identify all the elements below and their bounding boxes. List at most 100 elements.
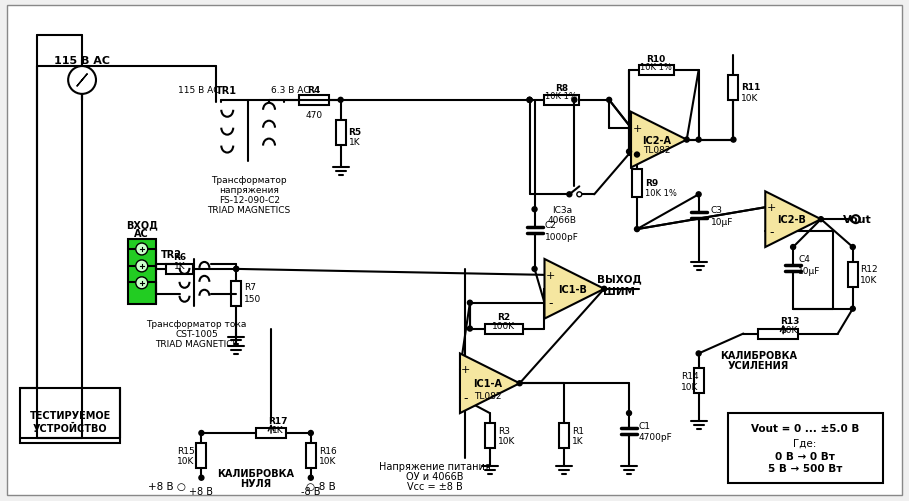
Text: C1: C1	[639, 421, 651, 430]
Text: -: -	[634, 146, 639, 159]
Circle shape	[567, 192, 572, 197]
Circle shape	[135, 261, 147, 273]
Circle shape	[527, 98, 532, 103]
Text: -: -	[464, 391, 468, 404]
Text: 10K 1%: 10K 1%	[645, 188, 677, 197]
Polygon shape	[460, 354, 520, 413]
Text: 100K: 100K	[492, 322, 515, 331]
Circle shape	[602, 287, 606, 292]
Text: C2: C2	[544, 220, 556, 229]
Text: +8 В ○: +8 В ○	[147, 481, 185, 490]
Bar	[299, 96, 329, 106]
Circle shape	[572, 98, 577, 103]
Text: +: +	[461, 365, 471, 375]
Circle shape	[696, 192, 701, 197]
Bar	[559, 423, 569, 448]
Bar	[20, 388, 120, 443]
Circle shape	[532, 267, 537, 272]
Text: CST-1005: CST-1005	[175, 329, 218, 338]
Text: ВЫХОД: ВЫХОД	[596, 274, 642, 284]
Text: +: +	[633, 123, 642, 133]
Text: ТЕСТИРУЕМОЕ: ТЕСТИРУЕМОЕ	[29, 410, 111, 420]
Bar	[128, 239, 155, 304]
Text: УСИЛЕНИЯ: УСИЛЕНИЯ	[728, 361, 789, 371]
Text: 10µF: 10µF	[798, 267, 821, 276]
Bar	[335, 120, 345, 145]
Circle shape	[696, 138, 701, 143]
Text: FS-12-090-C2: FS-12-090-C2	[219, 195, 280, 204]
Text: ○-8 В: ○-8 В	[305, 481, 335, 490]
Text: C3: C3	[711, 205, 723, 214]
Circle shape	[527, 98, 532, 103]
Text: IC2-A: IC2-A	[643, 135, 672, 145]
Circle shape	[850, 245, 855, 250]
Circle shape	[467, 301, 473, 306]
Text: УСТРОЙСТВО: УСТРОЙСТВО	[33, 423, 107, 433]
Text: 10K: 10K	[498, 436, 515, 445]
Text: КАЛИБРОВКА: КАЛИБРОВКА	[720, 351, 797, 361]
Circle shape	[850, 307, 855, 312]
Text: TR1: TR1	[215, 86, 236, 96]
Text: +8 В: +8 В	[189, 485, 214, 495]
Text: R12: R12	[860, 265, 877, 274]
Text: TL082: TL082	[644, 146, 671, 155]
Circle shape	[577, 192, 582, 197]
Circle shape	[696, 351, 701, 356]
Text: ОУ и 4066В: ОУ и 4066В	[406, 471, 464, 481]
Bar	[848, 263, 858, 287]
Text: +: +	[545, 271, 555, 280]
Text: Трансформатор тока: Трансформатор тока	[146, 320, 246, 329]
Circle shape	[606, 98, 612, 103]
Circle shape	[68, 67, 96, 95]
Circle shape	[234, 267, 239, 272]
Circle shape	[634, 227, 639, 232]
Text: R6: R6	[173, 253, 186, 262]
Text: R13: R13	[781, 317, 800, 326]
Text: 0 В → 0 Вт: 0 В → 0 Вт	[775, 451, 835, 461]
Polygon shape	[765, 192, 821, 247]
Text: TRIAD MAGNETICS: TRIAD MAGNETICS	[155, 339, 238, 348]
Text: Трансформатор: Трансформатор	[211, 175, 287, 184]
Text: IC3a: IC3a	[553, 205, 573, 214]
Bar	[231, 281, 241, 306]
Text: 115 В АС: 115 В АС	[54, 56, 110, 66]
Text: 10K: 10K	[319, 456, 336, 465]
Text: 470: 470	[305, 111, 323, 120]
Text: Vcc = ±8 В: Vcc = ±8 В	[407, 481, 463, 490]
Text: 1K: 1K	[348, 138, 360, 147]
Text: R15: R15	[176, 446, 195, 455]
Bar	[196, 443, 206, 468]
Text: R14: R14	[681, 371, 698, 380]
Polygon shape	[544, 260, 604, 319]
Circle shape	[684, 138, 689, 143]
Text: НУЛЯ: НУЛЯ	[241, 478, 272, 488]
Text: 10K: 10K	[860, 276, 877, 285]
Text: 115 В АС: 115 В АС	[178, 86, 219, 95]
Text: 10K: 10K	[681, 382, 698, 391]
Text: -8 В: -8 В	[301, 485, 321, 495]
Text: TL082: TL082	[474, 391, 502, 400]
Text: АС: АС	[135, 228, 149, 238]
Text: Vout = 0 ... ±5.0 В: Vout = 0 ... ±5.0 В	[751, 423, 859, 433]
Text: R8: R8	[554, 84, 568, 93]
Bar	[256, 428, 286, 438]
Bar	[694, 369, 704, 393]
Text: -: -	[769, 225, 774, 238]
Text: напряжения: напряжения	[219, 185, 279, 194]
Text: R11: R11	[742, 83, 761, 92]
Circle shape	[731, 138, 736, 143]
Circle shape	[634, 153, 639, 158]
Text: R7: R7	[245, 283, 256, 292]
Bar	[758, 329, 798, 339]
Bar	[639, 66, 674, 76]
Text: 1K: 1K	[174, 262, 185, 271]
Circle shape	[308, 431, 314, 435]
Circle shape	[626, 411, 632, 416]
Text: TR2: TR2	[161, 249, 182, 260]
Circle shape	[338, 98, 343, 103]
Bar	[484, 324, 523, 334]
Bar	[728, 413, 883, 483]
Text: 10K: 10K	[177, 456, 195, 465]
Text: 10K: 10K	[742, 94, 759, 103]
Text: IC1-B: IC1-B	[558, 284, 587, 294]
